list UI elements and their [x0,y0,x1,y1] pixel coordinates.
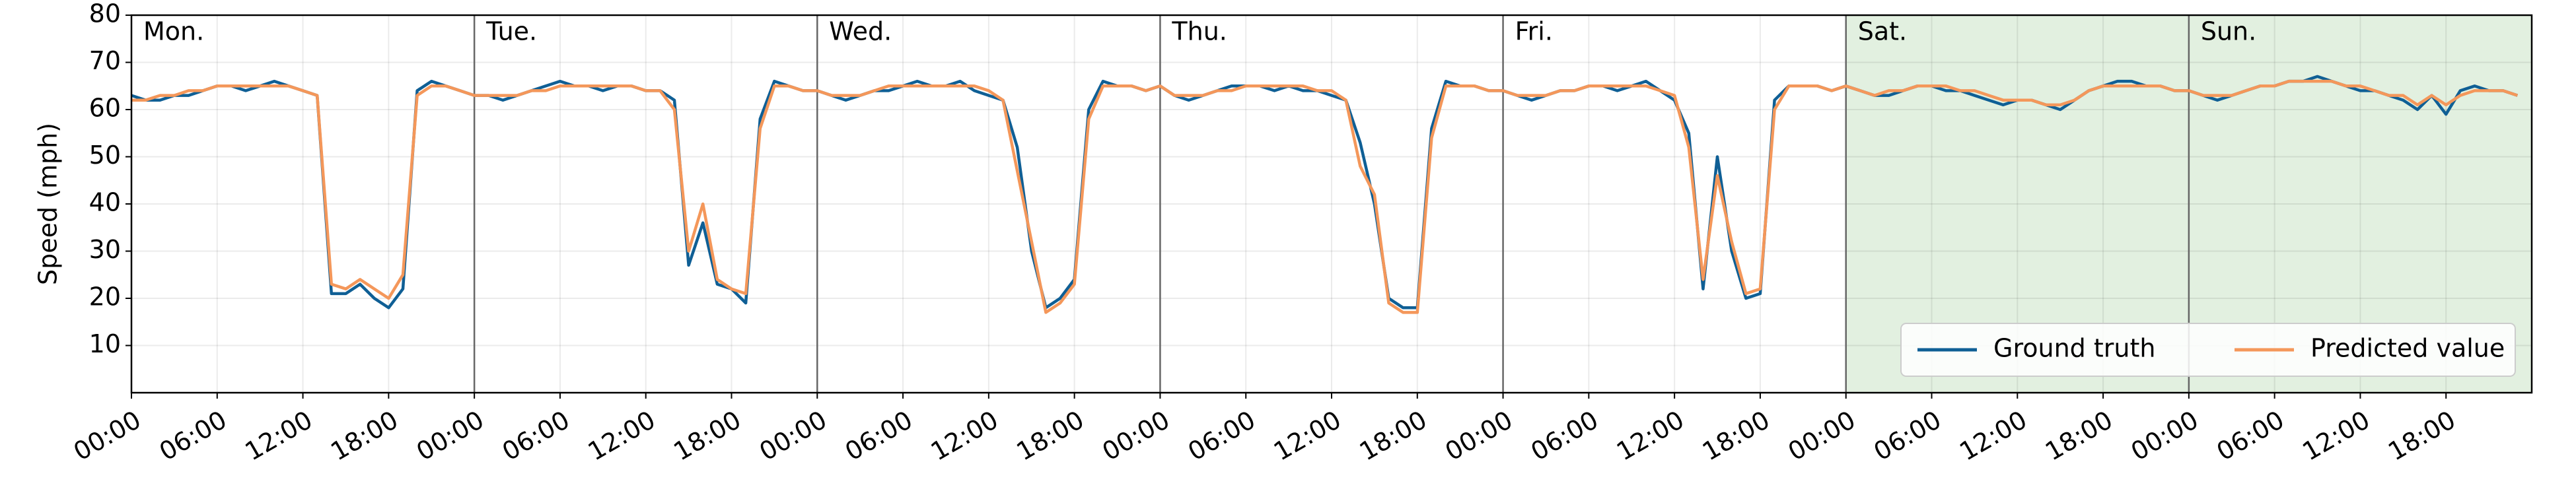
y-tick-label: 30 [89,235,121,264]
day-label: Mon. [143,17,204,46]
day-label: Thu. [1171,17,1227,46]
x-tick-label: 18:00 [1355,405,1432,467]
y-tick-label: 70 [89,46,121,75]
legend-label: Ground truth [1993,334,2155,363]
x-tick-label: 18:00 [1012,405,1089,467]
x-tick-label: 06:00 [497,405,575,467]
x-tick-label: 18:00 [668,405,746,467]
day-label: Tue. [485,17,537,46]
x-tick-label: 12:00 [240,405,317,467]
x-tick-label: 00:00 [1783,405,1861,467]
x-tick-label: 12:00 [1612,405,1689,467]
x-tick-label: 00:00 [411,405,489,467]
x-tick-label: 12:00 [583,405,661,467]
day-label: Fri. [1515,17,1553,46]
x-tick-label: 00:00 [1097,405,1174,467]
x-tick-label: 18:00 [326,405,403,467]
y-tick-label: 50 [89,141,121,170]
x-tick-label: 12:00 [1954,405,2032,467]
y-tick-label: 20 [89,282,121,312]
y-tick-label: 40 [89,188,121,217]
x-tick-label: 06:00 [840,405,917,467]
y-tick-label: 10 [89,329,121,358]
y-axis-label: Speed (mph) [34,123,63,285]
legend-box [1900,323,2516,377]
x-tick-label: 06:00 [1183,405,1260,467]
x-tick-label: 12:00 [1269,405,1346,467]
series-line [131,79,2519,314]
x-tick-label: 00:00 [69,405,146,467]
x-tick-label: 18:00 [2383,405,2460,467]
x-tick-label: 18:00 [2040,405,2118,467]
day-label: Sat. [1858,17,1907,46]
x-tick-label: 06:00 [1526,405,1603,467]
x-tick-label: 12:00 [926,405,1003,467]
plot-frame [130,14,2533,394]
x-tick-label: 06:00 [2212,405,2289,467]
x-tick-label: 18:00 [1698,405,1775,467]
x-tick-label: 00:00 [754,405,832,467]
legend-label: Predicted value [2310,334,2505,363]
x-tick-label: 06:00 [155,405,232,467]
y-tick-label: 80 [89,0,121,28]
x-tick-label: 06:00 [1869,405,1946,467]
y-tick-label: 60 [89,94,121,123]
x-tick-label: 00:00 [1440,405,1517,467]
day-label: Wed. [829,17,892,46]
day-label: Sun. [2201,17,2256,46]
x-tick-label: 00:00 [2126,405,2203,467]
x-tick-label: 12:00 [2297,405,2375,467]
